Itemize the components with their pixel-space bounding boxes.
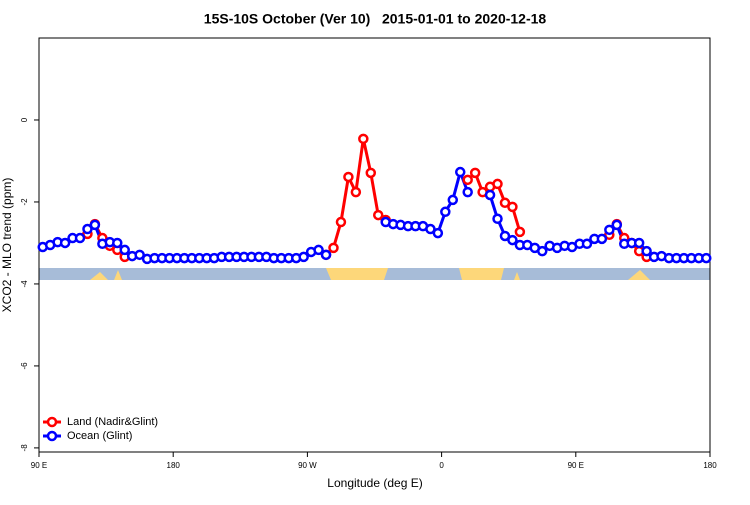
data-point — [320, 249, 332, 261]
land-strip — [114, 270, 122, 280]
data-point — [499, 197, 511, 209]
data-point — [134, 249, 145, 261]
data-point — [484, 189, 496, 201]
land-mask-strip — [39, 268, 710, 280]
x-axis-label: Longitude (deg E) — [327, 476, 422, 490]
y-tick-label: -2 — [20, 198, 29, 206]
data-point — [365, 167, 377, 179]
plot-frame — [38, 37, 711, 453]
data-point — [537, 245, 548, 257]
data-point — [112, 237, 123, 249]
data-point — [440, 206, 451, 218]
chart-title: 15S-10S October (Ver 10) 2015-01-01 to 2… — [204, 11, 547, 27]
data-point — [499, 230, 511, 242]
data-point — [462, 174, 473, 186]
data-point — [372, 209, 384, 221]
land-strip — [459, 268, 504, 280]
data-point — [469, 167, 481, 179]
legend-marker — [46, 416, 58, 428]
y-tick-label: -8 — [20, 444, 29, 452]
y-axis-label: XCO2 - MLO trend (ppm) — [0, 178, 14, 313]
data-point — [335, 216, 347, 228]
data-point — [611, 219, 623, 231]
x-tick-label: 90 W — [298, 461, 317, 470]
data-point — [119, 244, 130, 256]
data-point — [641, 245, 652, 257]
data-point — [313, 244, 324, 256]
data-point — [59, 237, 71, 249]
data-point — [358, 133, 369, 145]
x-tick-label: 90 E — [568, 461, 584, 470]
legend-marker — [46, 430, 58, 442]
data-point — [328, 242, 339, 254]
x-tick-label: 90 E — [31, 461, 47, 470]
data-point — [454, 166, 466, 178]
y-tick-label: -4 — [20, 280, 29, 288]
land-strip — [326, 268, 388, 280]
land-strip — [514, 272, 520, 280]
legend: Land (Nadir&Glint) Ocean (Glint) — [43, 416, 158, 442]
y-tick-label: -6 — [20, 362, 29, 370]
series-line — [86, 138, 648, 259]
data-point — [701, 252, 712, 264]
data-point — [432, 227, 444, 239]
data-point — [350, 186, 362, 198]
x-tick-label: 0 — [439, 461, 444, 470]
data-point — [507, 234, 518, 246]
data-point — [492, 178, 503, 190]
legend-label: Land (Nadir&Glint) — [67, 416, 158, 428]
data-point — [82, 223, 93, 235]
data-point — [604, 224, 615, 236]
y-tick-label: 0 — [20, 117, 29, 122]
data-point — [298, 251, 309, 263]
data-point — [343, 171, 354, 183]
legend-label: Ocean (Glint) — [67, 430, 132, 442]
data-point — [89, 219, 101, 231]
land-strip — [628, 270, 650, 280]
data-point — [596, 233, 608, 245]
data-point — [581, 238, 593, 250]
data-point — [425, 223, 436, 235]
data-point — [462, 186, 473, 198]
x-tick-label: 180 — [703, 461, 717, 470]
data-point — [447, 194, 459, 206]
data-point — [492, 213, 503, 225]
data-point — [514, 226, 526, 238]
land-strip — [90, 272, 108, 280]
data-point — [507, 201, 518, 213]
data-point — [74, 232, 86, 244]
x-tick-label: 180 — [167, 461, 181, 470]
data-point — [633, 237, 645, 249]
